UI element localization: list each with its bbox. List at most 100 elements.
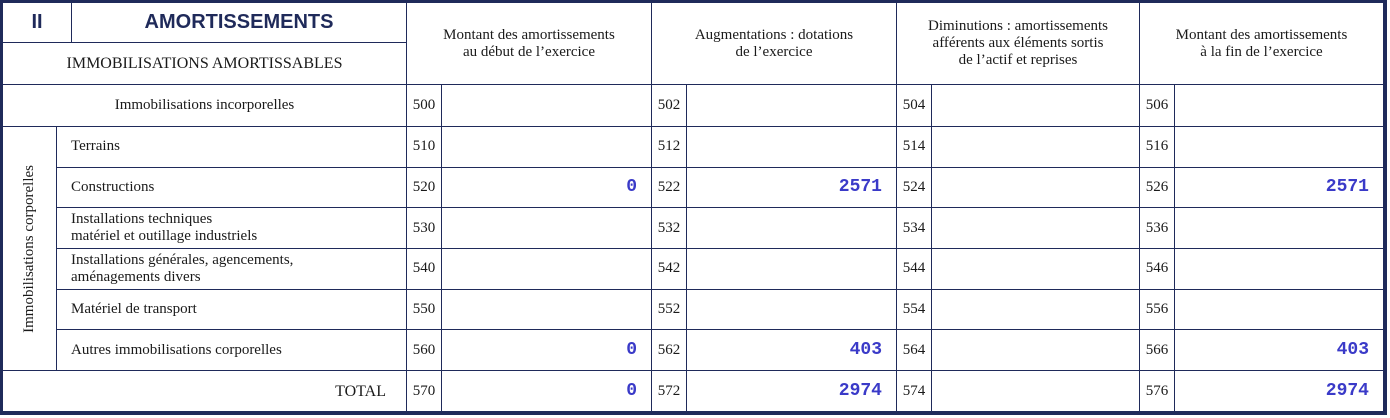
line-code: 530	[407, 208, 442, 249]
row-label-text: Immobilisations incorporelles	[114, 97, 295, 113]
amount: 403	[687, 330, 897, 371]
amount: 2974	[687, 371, 897, 412]
column-header: Diminutions : amortissements afférents a…	[897, 3, 1140, 85]
amount-text: 0	[626, 176, 637, 197]
amount	[932, 371, 1140, 412]
row-label-text: Installations techniques matériel et out…	[71, 211, 258, 245]
amount	[1175, 249, 1384, 290]
column-header-text: Augmentations : dotations de l’exercice	[694, 26, 854, 60]
amount	[442, 208, 652, 249]
line-code-text: 554	[902, 300, 926, 317]
line-code: 552	[652, 289, 687, 331]
line-code-text: 540	[412, 260, 436, 277]
line-code: 564	[897, 330, 932, 371]
amount-text: 0	[626, 339, 637, 360]
total-label-text: TOTAL	[335, 382, 386, 400]
section-subtitle-text: IMMOBILISATIONS AMORTISSABLES	[66, 55, 343, 72]
line-code: 554	[897, 289, 932, 331]
amount	[932, 167, 1140, 209]
line-code-text: 552	[657, 300, 681, 317]
line-code: 510	[407, 127, 442, 168]
amount	[1175, 208, 1384, 249]
line-code: 534	[897, 208, 932, 249]
line-code: 570	[407, 371, 442, 412]
group-label: Immobilisations corporelles	[3, 127, 57, 371]
line-code: 562	[652, 330, 687, 371]
line-code: 574	[897, 371, 932, 412]
amount	[932, 289, 1140, 331]
amount	[932, 127, 1140, 168]
line-code: 500	[407, 85, 442, 127]
line-code-text: 526	[1145, 178, 1169, 195]
line-code-text: 550	[412, 300, 436, 317]
line-code: 546	[1140, 249, 1175, 290]
column-header-text: Diminutions : amortissements afférents a…	[928, 18, 1108, 68]
line-code-text: 530	[412, 219, 436, 236]
line-code-text: 556	[1145, 300, 1169, 317]
column-header: Montant des amortissements à la fin de l…	[1140, 3, 1384, 85]
line-code-text: 506	[1145, 97, 1169, 113]
amount: 0	[442, 167, 652, 209]
line-code-text: 572	[657, 382, 681, 399]
line-code: 542	[652, 249, 687, 290]
row-label-text: Autres immobilisations corporelles	[71, 341, 282, 358]
line-code-text: 520	[412, 178, 436, 195]
line-code-text: 522	[657, 178, 681, 195]
line-code-text: 510	[412, 138, 436, 155]
column-header-text: Montant des amortissements à la fin de l…	[1175, 26, 1348, 60]
amount	[687, 249, 897, 290]
line-code: 504	[897, 85, 932, 127]
row-label-text: Matériel de transport	[71, 300, 197, 317]
line-code: 566	[1140, 330, 1175, 371]
line-code-text: 576	[1145, 382, 1169, 399]
amount	[687, 127, 897, 168]
section-title-text: AMORTISSEMENTS	[144, 11, 334, 33]
line-code-text: 514	[902, 138, 926, 155]
total-label: TOTAL	[3, 371, 407, 412]
amount: 2571	[1175, 167, 1384, 209]
amount: 2571	[687, 167, 897, 209]
amount	[687, 208, 897, 249]
line-code: 544	[897, 249, 932, 290]
amount-text: 2974	[838, 380, 882, 401]
line-code: 502	[652, 85, 687, 127]
line-code-text: 502	[657, 97, 681, 113]
section-title: AMORTISSEMENTS	[72, 3, 407, 43]
amount-text: 403	[849, 339, 882, 360]
column-header: Montant des amortissements au début de l…	[407, 3, 652, 85]
line-code: 540	[407, 249, 442, 290]
line-code: 514	[897, 127, 932, 168]
amount-text: 403	[1336, 339, 1369, 360]
amount	[687, 85, 897, 127]
line-code-text: 500	[412, 97, 436, 113]
amount	[1175, 85, 1384, 127]
row-label: Installations techniques matériel et out…	[57, 208, 407, 249]
row-label: Immobilisations incorporelles	[3, 85, 407, 127]
section-number-text: II	[31, 11, 43, 33]
amount: 0	[442, 330, 652, 371]
amount	[1175, 289, 1384, 331]
line-code: 522	[652, 167, 687, 209]
amount-text: 2571	[1325, 176, 1369, 197]
amount: 403	[1175, 330, 1384, 371]
line-code-text: 542	[657, 260, 681, 277]
amount	[1175, 127, 1384, 168]
line-code: 526	[1140, 167, 1175, 209]
line-code: 572	[652, 371, 687, 412]
line-code-text: 564	[902, 341, 926, 358]
amount	[442, 127, 652, 168]
column-header-text: Montant des amortissements au début de l…	[443, 26, 615, 60]
amount	[932, 85, 1140, 127]
amount: 0	[442, 371, 652, 412]
row-label-text: Installations générales, agencements, am…	[71, 251, 294, 285]
line-code: 506	[1140, 85, 1175, 127]
line-code: 560	[407, 330, 442, 371]
amount-text: 0	[626, 380, 637, 401]
line-code-text: 504	[902, 97, 926, 113]
amount	[932, 208, 1140, 249]
line-code: 550	[407, 289, 442, 331]
line-code: 576	[1140, 371, 1175, 412]
amount	[442, 289, 652, 331]
line-code-text: 570	[412, 382, 436, 399]
